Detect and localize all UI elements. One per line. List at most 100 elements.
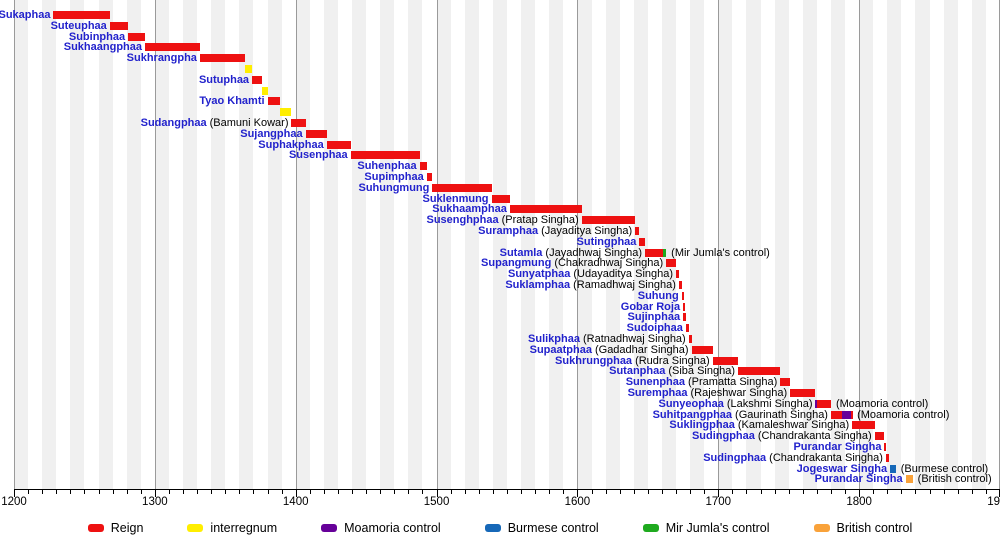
decade-stripe (887, 0, 902, 489)
plot-area: Sukaphaa Suteuphaa Subinphaa Sukhaangphaa Su… (0, 0, 1000, 489)
control-note: (Moamoria control) (857, 408, 950, 421)
king-name: Gobar Roja (620, 300, 681, 313)
reign-bar-segment (676, 270, 679, 279)
king-name: Sukhaamphaa (432, 203, 507, 216)
king-name: Sudangphaa (140, 117, 207, 129)
king-name-label: Sujinphaa (628, 311, 681, 323)
minor-tick (521, 490, 523, 494)
reign-bar-segment (712, 356, 738, 365)
axis-tick-label: 1300 (142, 496, 168, 508)
minor-tick (746, 490, 748, 494)
king-name: Suhungmung (358, 181, 430, 194)
king-alt-name: (Rudra Singha) (635, 354, 710, 367)
decade-stripe (352, 0, 367, 489)
interregnum-bar-segment (245, 65, 253, 73)
king-name: Suphakphaa (258, 138, 324, 151)
king-name-label: Sudangphaa (Bamuni Kowar) (141, 117, 289, 129)
king-name: Sudingphaa (703, 451, 767, 464)
minor-tick (535, 490, 537, 494)
minor-tick (450, 490, 452, 494)
minor-tick (168, 490, 170, 494)
king-alt-name: (Jayaditya Singha) (541, 225, 633, 237)
king-name-label: Sunyeophaa (Lakshmi Singha) (658, 398, 812, 410)
minor-tick (478, 490, 480, 494)
king-name: Suremphaa (627, 387, 688, 399)
king-name-label: Jogeswar Singha (797, 463, 887, 475)
minor-tick (957, 490, 959, 494)
legend-label: Mir Jumla's control (665, 521, 770, 535)
decade-stripe (690, 0, 705, 489)
king-name-label: Suklingphaa (Kamaleshwar Singha) (669, 419, 849, 431)
king-alt-name: (Ratnadhwaj Singha) (582, 333, 686, 345)
minor-tick (647, 490, 649, 494)
reign-bar-segment (291, 119, 306, 127)
minor-tick (239, 490, 241, 494)
king-name: Tyao Khamti (199, 95, 265, 108)
minor-tick (309, 490, 311, 494)
minor-tick (42, 490, 44, 494)
king-alt-name: (Jayadhwaj Singha) (545, 246, 643, 259)
reign-bar-segment (426, 173, 433, 181)
reign-bar-segment (885, 453, 889, 462)
king-alt-name: (Lakshmi Singha) (726, 397, 813, 410)
minor-tick (323, 490, 325, 494)
king-name-label: Susenphaa (289, 149, 348, 161)
legend-item-interregnum: interregnum (187, 521, 277, 535)
legend-item-reign: Reign (87, 521, 143, 535)
reign-bar-segment (581, 216, 636, 225)
decade-stripe (267, 0, 282, 489)
king-name-label: Sudingphaa (Chandrakanta Singha) (703, 452, 883, 464)
reign-bar-segment (326, 140, 351, 149)
decade-stripe (774, 0, 789, 489)
reign-bar-segment (53, 11, 110, 19)
reign-bar-segment (681, 291, 684, 300)
king-name: Supangmung (481, 257, 552, 270)
king-name: Purandar Singha (793, 441, 882, 453)
king-name: Susenghphaa (426, 214, 499, 227)
king-name-label: Sudingphaa (Chandrakanta Singha) (692, 430, 872, 442)
king-name: Sudingphaa (691, 430, 755, 443)
king-name: Suhitpangphaa (652, 408, 733, 421)
king-name-label: Sukhaangphaa (64, 41, 142, 53)
decade-stripe (718, 0, 733, 489)
minor-tick (408, 490, 410, 494)
king-name: Suklamphaa (505, 279, 571, 291)
burmese-bar-segment (890, 464, 896, 473)
decade-stripe (98, 0, 113, 489)
decade-stripe (42, 0, 57, 489)
king-name-label: Suhung (638, 290, 679, 302)
minor-tick (492, 490, 494, 494)
king-name: Supimphaa (364, 171, 424, 183)
minor-tick (225, 490, 227, 494)
major-tick (436, 490, 438, 497)
king-name-label: Sutuphaa (199, 74, 249, 86)
major-tick (718, 490, 720, 497)
reign-bar-segment (491, 194, 510, 203)
king-alt-name: (Kamaleshwar Singha) (737, 419, 850, 432)
minor-tick (943, 490, 945, 494)
century-gridline (718, 0, 720, 489)
king-name: Purandar Singha (814, 473, 903, 486)
century-gridline (295, 0, 297, 489)
axis-tick-label: 1400 (282, 496, 309, 508)
reign-bar-segment (267, 97, 281, 106)
minor-tick (619, 490, 621, 494)
century-gridline (859, 0, 861, 489)
king-alt-name: (Siba Singha) (668, 365, 736, 378)
minor-tick (633, 490, 635, 494)
king-name-label: Sujangphaa (240, 128, 302, 140)
decade-stripe (154, 0, 169, 489)
king-name-label: Supaatphaa (Gadadhar Singha) (530, 344, 689, 356)
mirjumla-swatch (642, 524, 659, 532)
reign-bar-segment (432, 183, 492, 192)
minor-tick (887, 490, 889, 494)
king-name: Sukaphaa (0, 9, 51, 21)
king-name-label: Sukhrungphaa (Rudra Singha) (555, 355, 710, 367)
king-name-label: Suramphaa (Jayaditya Singha) (478, 225, 632, 237)
reign-bar-segment (738, 367, 781, 376)
king-name-label: Sunyatphaa (Udayaditya Singha) (508, 268, 673, 280)
king-name-label: Suklenmung (423, 193, 489, 205)
decade-stripe (915, 0, 930, 489)
major-tick (859, 490, 861, 497)
